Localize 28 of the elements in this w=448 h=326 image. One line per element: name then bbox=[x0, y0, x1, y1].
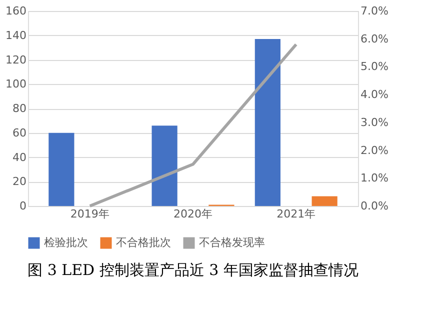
y-tick-label: 0 bbox=[20, 200, 26, 212]
y2-tick-label: 3.0% bbox=[360, 116, 388, 129]
legend-label: 检验批次 bbox=[44, 236, 88, 249]
y2-tick-label: 4.0% bbox=[360, 88, 388, 102]
y-tick-label: 60 bbox=[12, 126, 26, 140]
x-tick-label: 2020年 bbox=[174, 208, 212, 220]
x-tick-label: 2021年 bbox=[276, 208, 316, 220]
y2-tick-label: 6.0% bbox=[360, 32, 388, 46]
y2-tick-label: 5.0% bbox=[360, 60, 388, 74]
y-tick-label: 140 bbox=[6, 28, 26, 42]
y2-tick-label: 0.0% bbox=[360, 200, 388, 212]
y2-tick-label: 7.0% bbox=[360, 4, 388, 18]
bar bbox=[254, 39, 280, 206]
text: 图 3 LED 控制装置产品近 3 年国家监督抽查情况 bbox=[28, 261, 358, 279]
y2-tick-label: 1.0% bbox=[360, 172, 388, 185]
legend-label: 不合格批次 bbox=[116, 236, 171, 249]
bar bbox=[152, 126, 178, 206]
y-tick-label: 40 bbox=[12, 150, 26, 164]
legend-label: 不合格发现率 bbox=[199, 236, 265, 249]
bar bbox=[312, 196, 338, 206]
y-tick-label: 20 bbox=[12, 175, 26, 188]
x-tick-label: 2019年 bbox=[70, 208, 110, 220]
y-tick-label: 120 bbox=[6, 53, 26, 66]
y-tick-label: 80 bbox=[12, 102, 26, 115]
y-tick-label: 100 bbox=[6, 78, 26, 91]
y2-tick-label: 2.0% bbox=[360, 144, 388, 157]
bar bbox=[48, 132, 74, 206]
y-tick-label: 160 bbox=[6, 4, 26, 18]
